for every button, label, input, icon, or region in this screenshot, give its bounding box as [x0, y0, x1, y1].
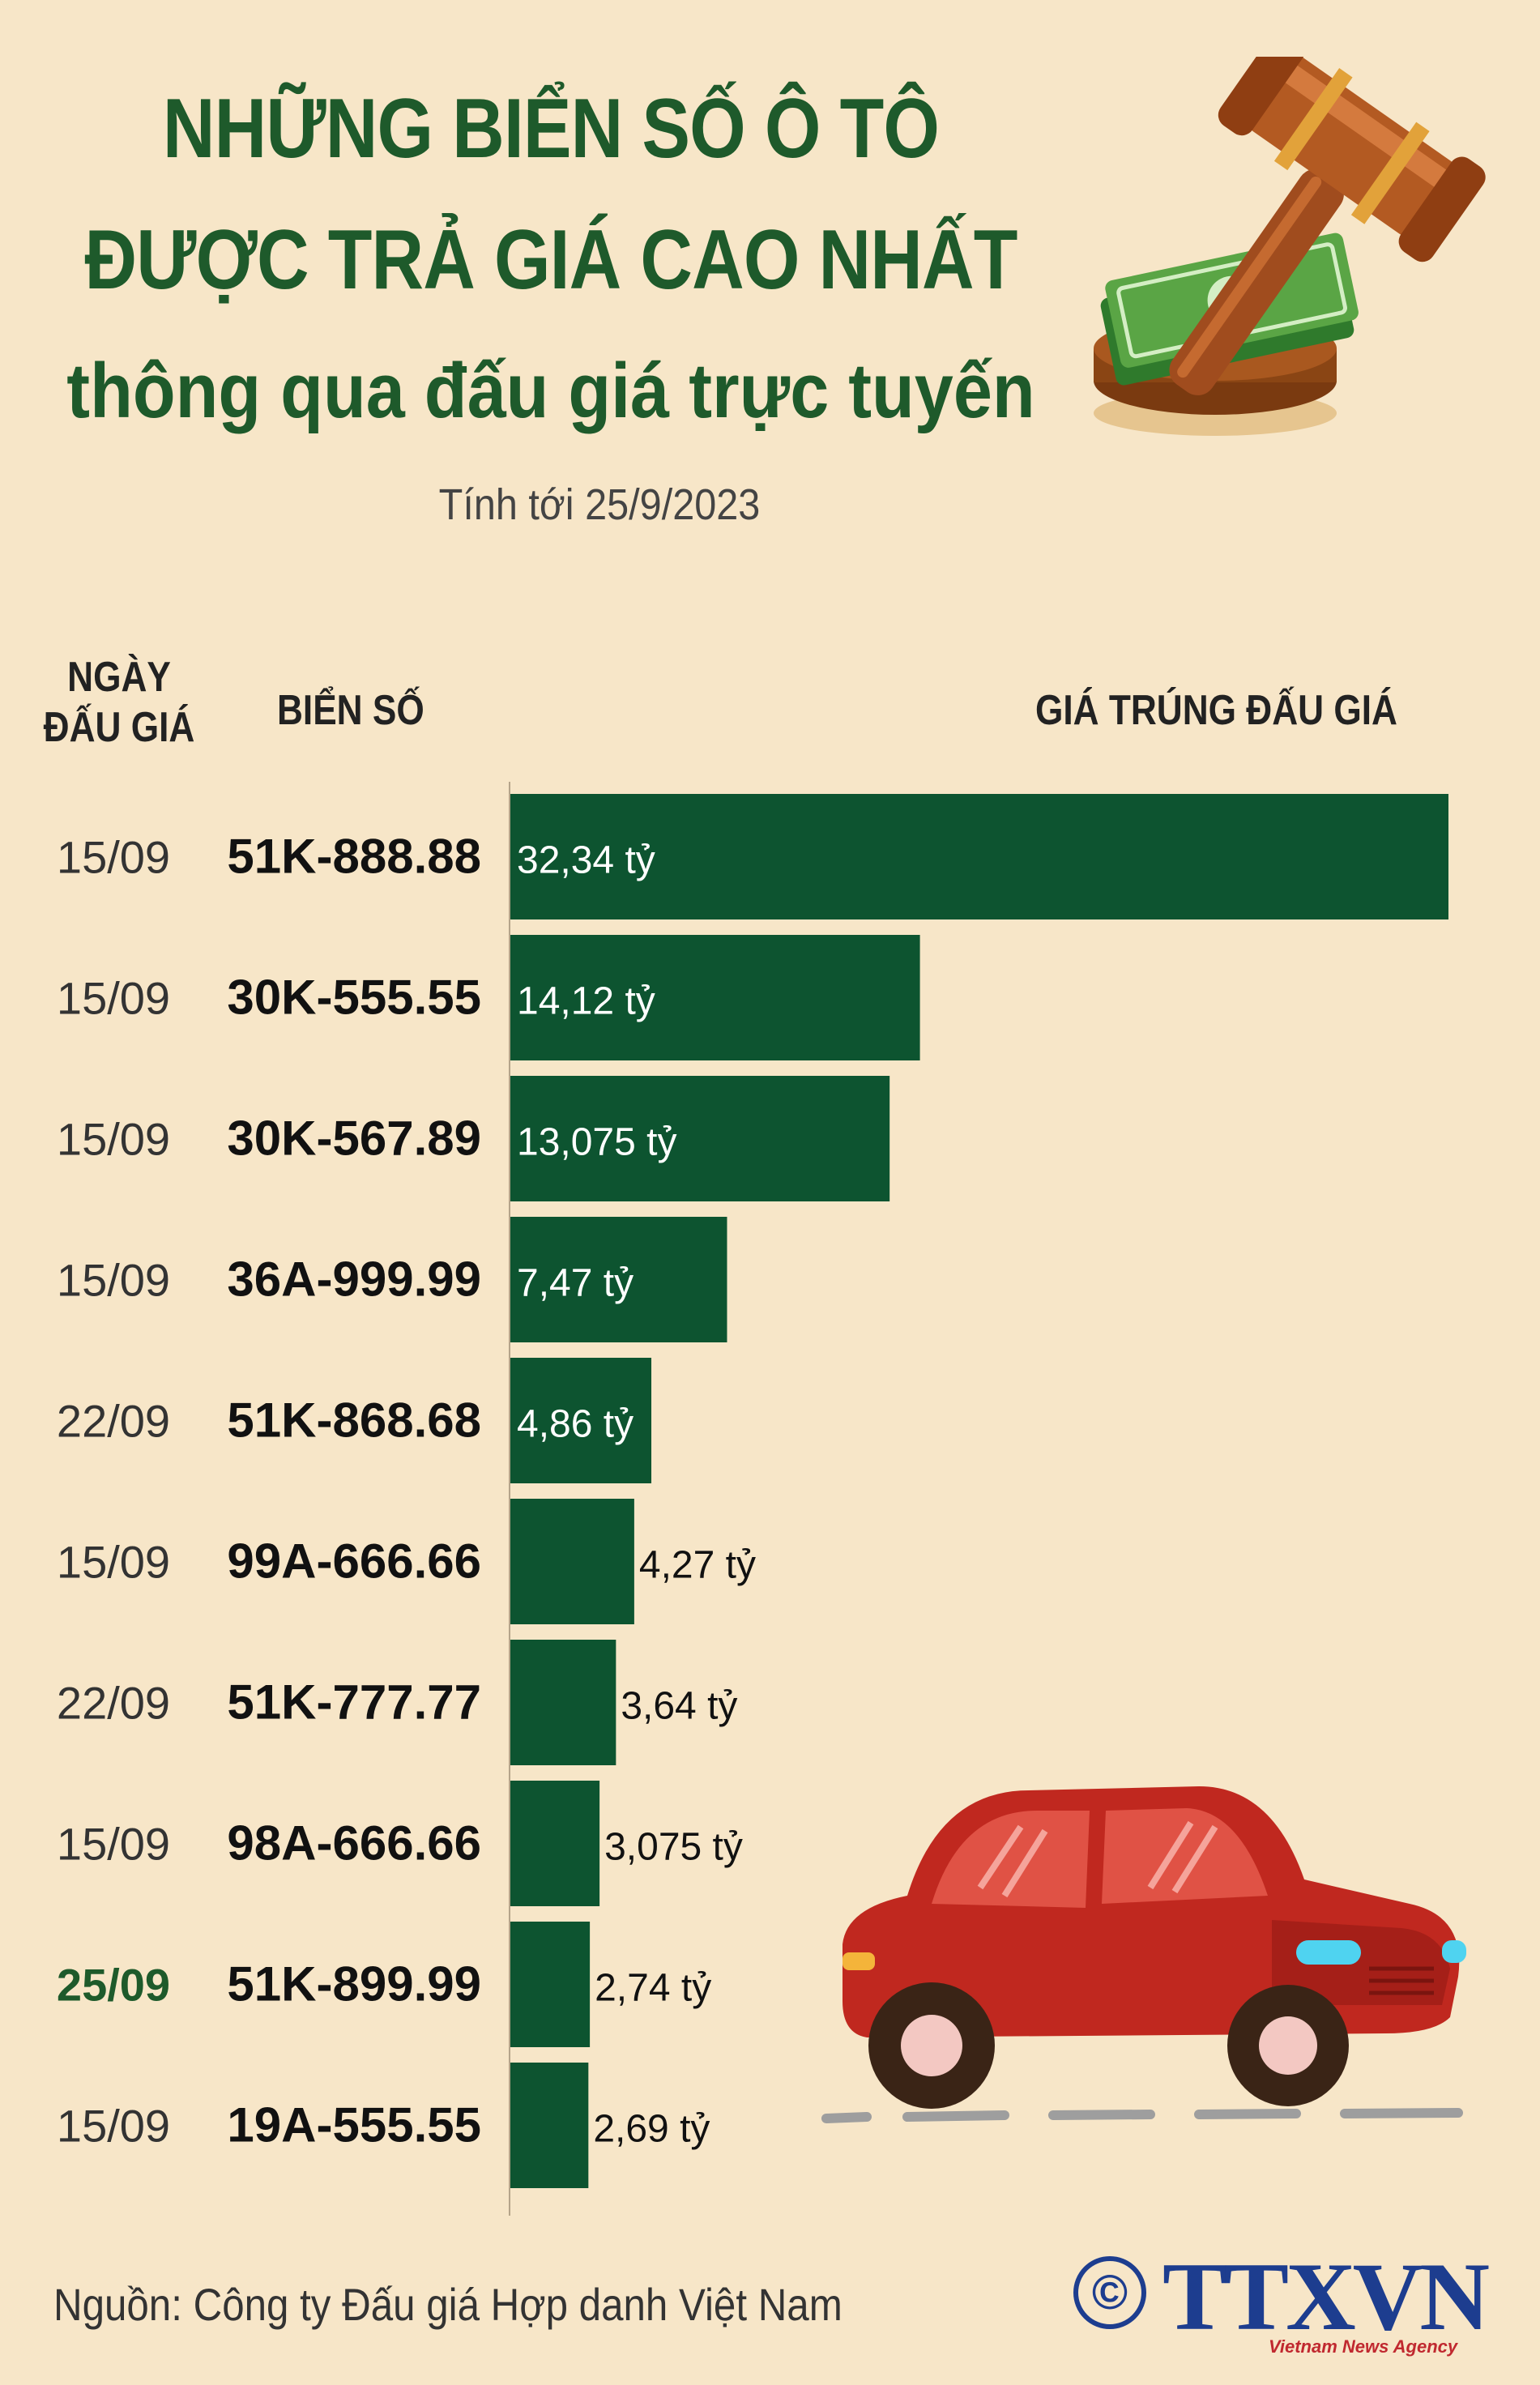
date-label: 15/09 [57, 1114, 170, 1165]
value-label: 3,075 tỷ [604, 1826, 743, 1869]
value-label: 32,34 tỷ [517, 839, 655, 882]
plate-label: 51K-868.68 [227, 1393, 481, 1448]
date-label: 15/09 [57, 2101, 170, 2152]
bar [510, 1499, 634, 1624]
plate-label: 51K-899.99 [227, 1957, 481, 2012]
date-label: 15/09 [57, 973, 170, 1024]
plate-label: 51K-888.88 [227, 830, 481, 884]
copyright-icon: © [1073, 2256, 1146, 2329]
bar [510, 1076, 890, 1201]
car-icon [821, 1786, 1466, 2123]
date-label: 15/09 [57, 832, 170, 883]
value-label: 14,12 tỷ [517, 980, 655, 1023]
bar [510, 1922, 591, 2047]
chart-axis [509, 782, 510, 2216]
bar [510, 794, 1448, 919]
date-label: 15/09 [57, 1537, 170, 1588]
date-label: 25/09 [57, 1960, 170, 2011]
value-label: 2,74 tỷ [595, 1967, 711, 2010]
subtitle: Tính tới 25/9/2023 [438, 480, 761, 529]
source-note: Nguồn: Công ty Đấu giá Hợp danh Việt Nam [53, 2279, 843, 2330]
value-label: 4,27 tỷ [639, 1544, 756, 1587]
bar [510, 1217, 727, 1342]
header-plate: BIỂN SỐ [277, 687, 424, 734]
gavel-icon: $ [1094, 57, 1486, 436]
plate-label: 36A-999.99 [227, 1252, 481, 1307]
header-date: NGÀY ĐẤU GIÁ [43, 654, 195, 752]
date-label: 15/09 [57, 1819, 170, 1870]
bar [510, 935, 920, 1060]
header-price: GIÁ TRÚNG ĐẤU GIÁ [1035, 687, 1397, 734]
ttxvn-logo: TTXVN [1162, 2242, 1490, 2350]
plate-label: 19A-555.55 [227, 2098, 481, 2152]
value-label: 2,69 tỷ [593, 2108, 710, 2151]
date-label: 22/09 [57, 1396, 170, 1447]
date-label: 22/09 [57, 1678, 170, 1729]
plate-label: 51K-777.77 [227, 1675, 481, 1730]
bar [510, 1640, 616, 1765]
plate-label: 99A-666.66 [227, 1534, 481, 1589]
logo-tagline: Vietnam News Agency [1269, 2336, 1458, 2357]
value-label: 7,47 tỷ [517, 1262, 633, 1305]
plate-label: 98A-666.66 [227, 1816, 481, 1871]
value-label: 13,075 tỷ [517, 1121, 676, 1164]
date-label: 15/09 [57, 1255, 170, 1306]
value-label: 3,64 tỷ [621, 1685, 737, 1728]
bar [510, 2063, 589, 2188]
title-line-2: ĐƯỢC TRẢ GIÁ CAO NHẤT [84, 213, 1017, 307]
plate-label: 30K-567.89 [227, 1111, 481, 1166]
bar [510, 1358, 652, 1483]
bar [510, 1781, 600, 1906]
title-line-3: thông qua đấu giá trực tuyến [66, 348, 1035, 434]
plate-label: 30K-555.55 [227, 971, 481, 1025]
title-line-1: NHỮNG BIỂN SỐ Ô TÔ [162, 82, 940, 176]
value-label: 4,86 tỷ [517, 1403, 633, 1446]
